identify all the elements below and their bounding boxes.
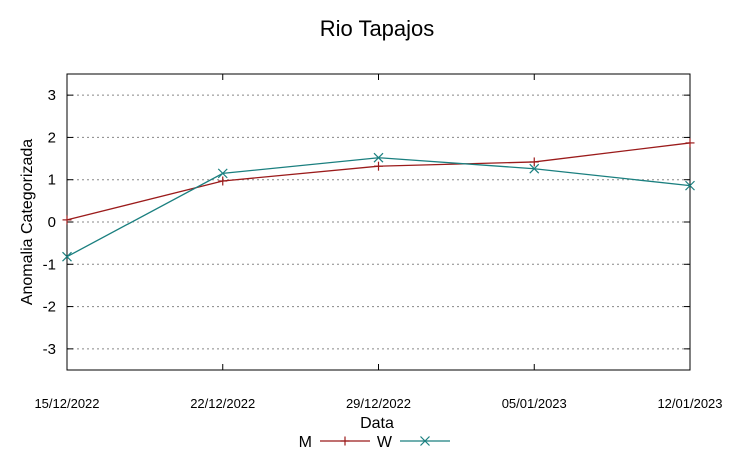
y-tick-label: -2 [43,299,56,316]
legend-label-W: W [377,434,393,451]
y-tick-label: 0 [48,214,56,231]
legend-marker-W [420,436,430,446]
tick-labels: 3 2 1 0 -1 -2 -3 15/12/2022 22/12/2022 29/12/2022… [34,87,722,411]
y-tick-label: 1 [48,172,56,189]
series-line-W [66,157,691,258]
series-group [62,138,695,262]
x-tick-label: 12/01/2023 [657,396,722,411]
data-point-M [529,157,539,167]
x-tick-label: 05/01/2023 [502,396,567,411]
data-point-W [373,152,384,163]
data-point-W [529,163,540,174]
legend-label-M: M [299,434,312,451]
data-point-M [374,161,383,171]
x-tick-label: 22/12/2022 [190,396,255,411]
chart-title: Rio Tapajos [320,16,435,41]
x-tick-label: 29/12/2022 [346,396,411,411]
legend-marker-M [340,436,350,446]
y-tick-label: 2 [48,129,56,146]
data-point-W [217,168,228,179]
y-tick-label: 3 [48,87,56,104]
series-line-M [66,142,691,221]
x-tick-label: 15/12/2022 [34,396,99,411]
data-point-M [218,176,228,186]
y-axis-label: Anomalia Categorizada [19,139,36,305]
x-axis-label: Data [360,415,394,432]
data-point-M [62,215,72,225]
y-tick-label: -1 [43,256,56,273]
y-tick-label: -3 [43,341,56,358]
gridlines [66,74,691,370]
data-point-W [62,251,72,262]
data-point-W [685,180,695,191]
data-point-M [685,138,695,148]
